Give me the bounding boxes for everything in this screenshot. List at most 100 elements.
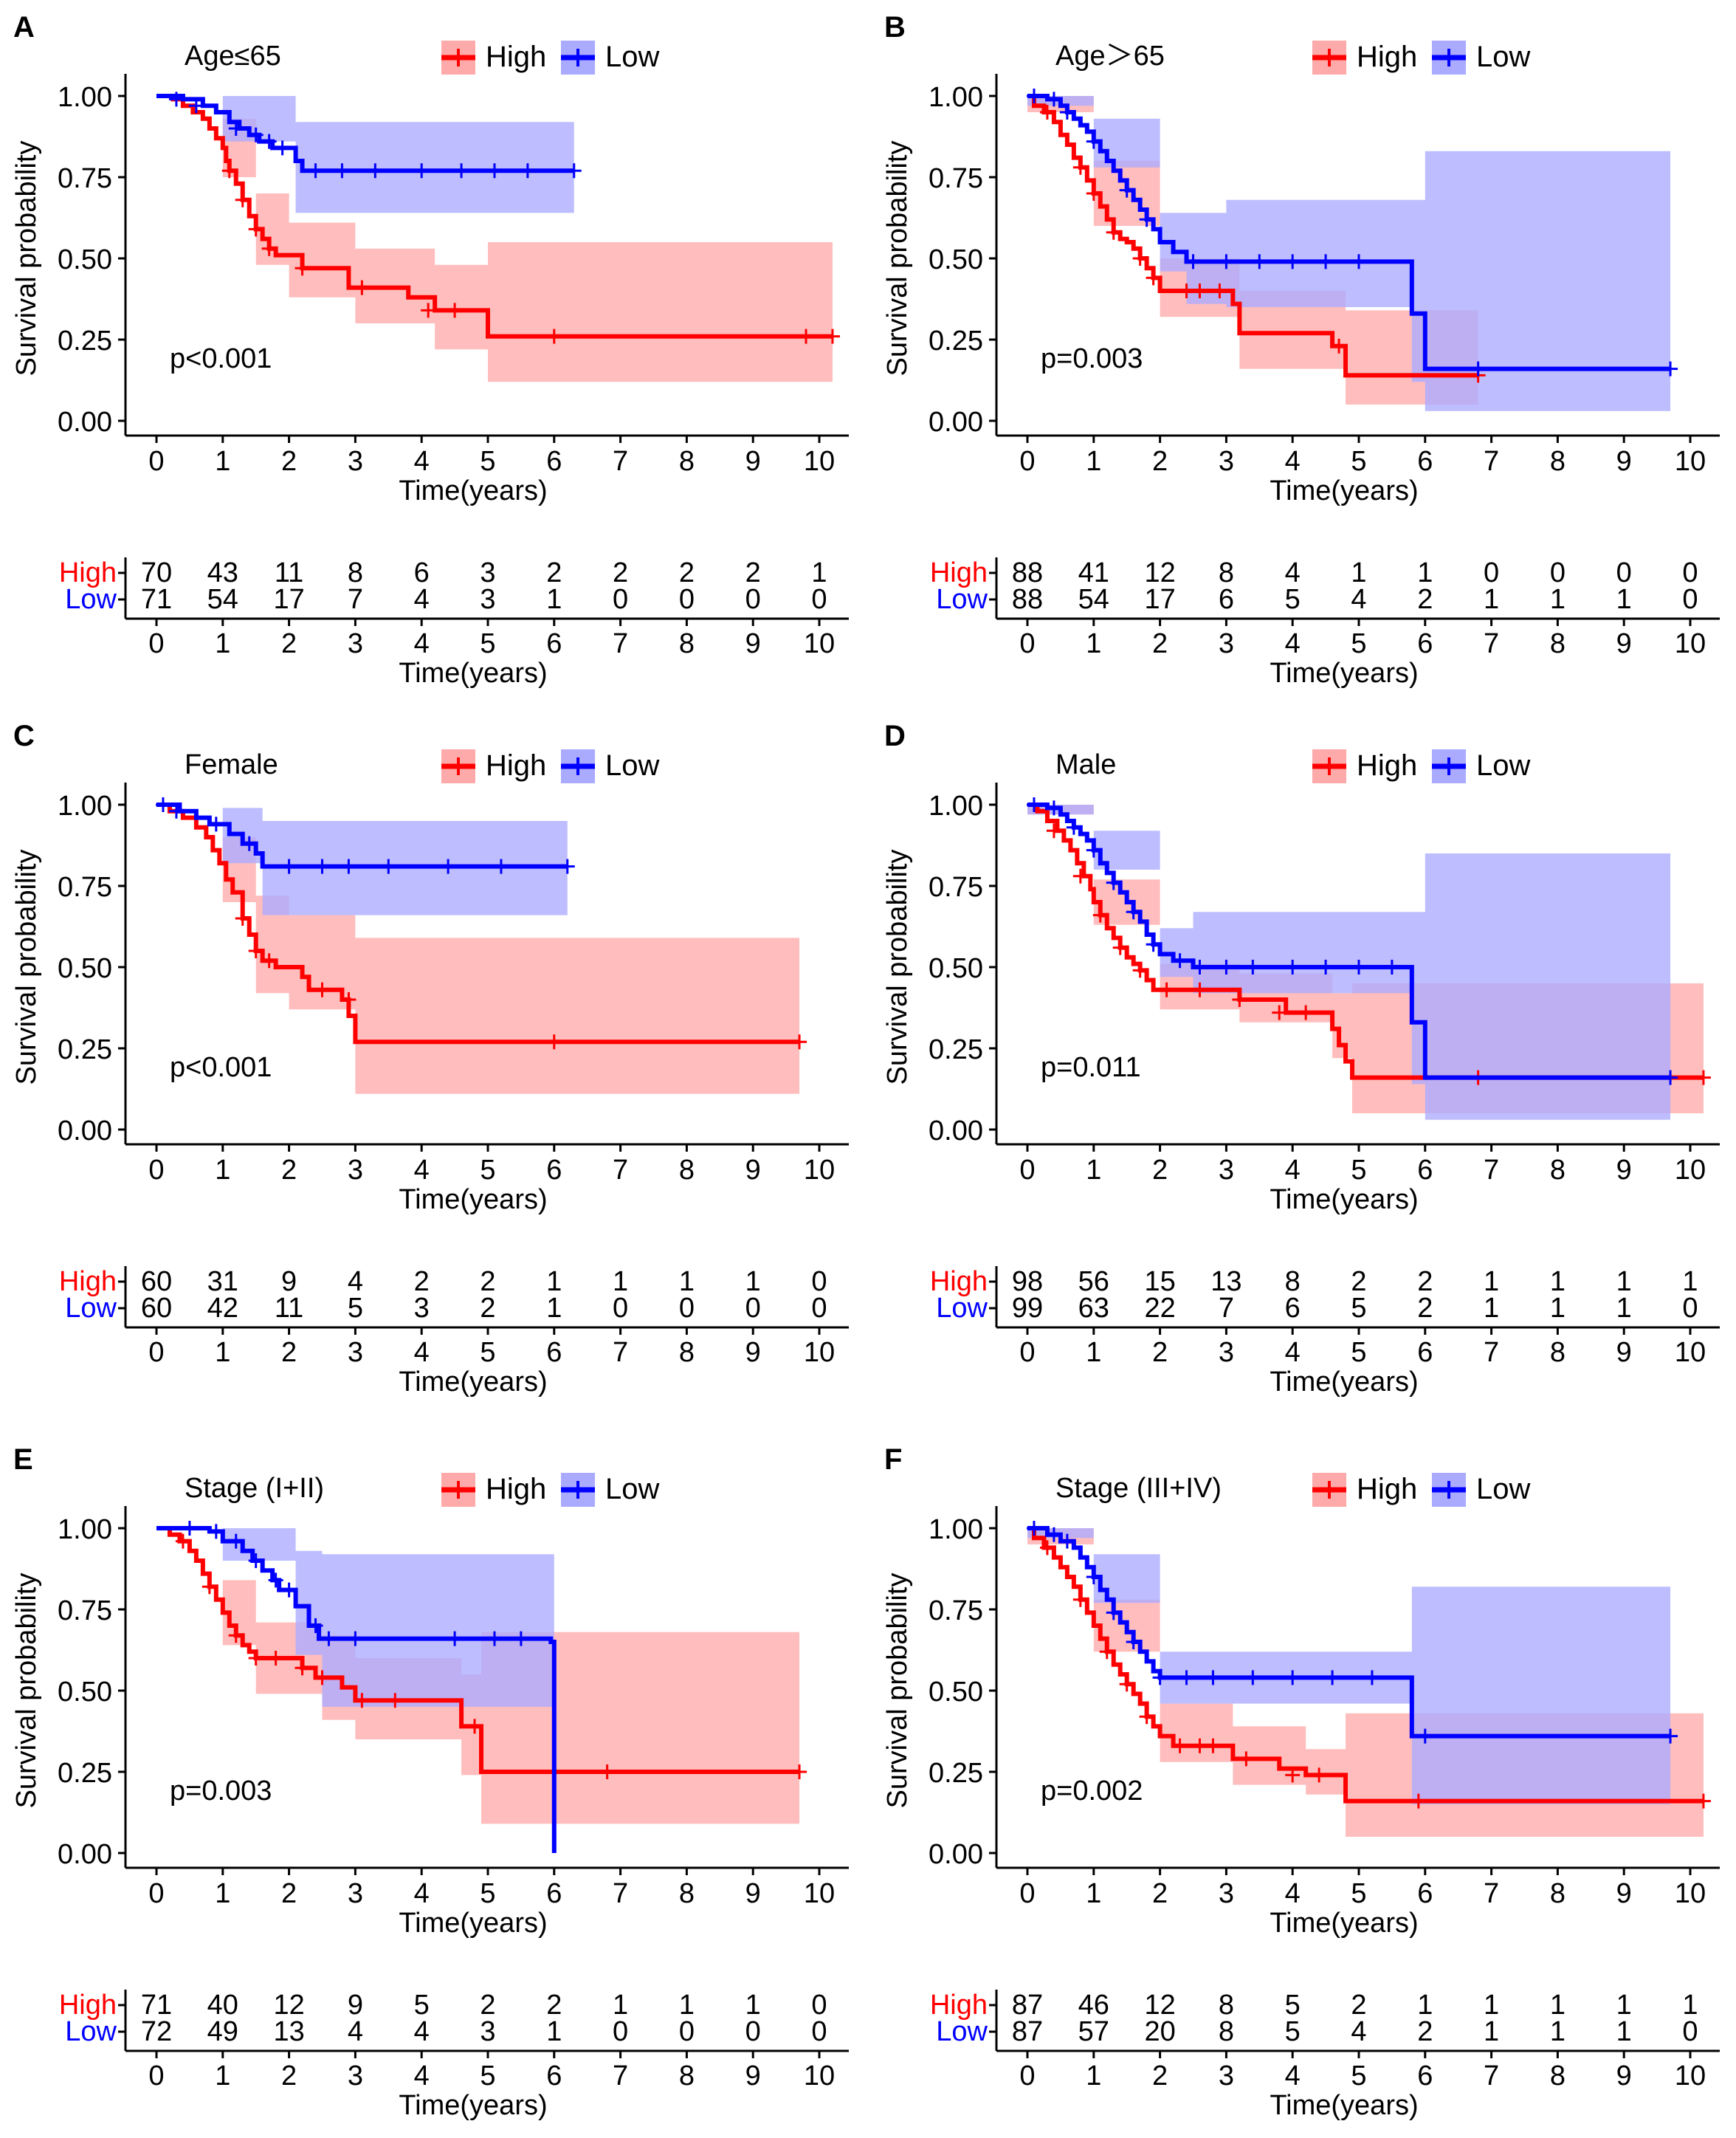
- risk-x-tick-label: 5: [480, 628, 495, 659]
- censor-mark-low: [1119, 182, 1134, 198]
- risk-count-low: 7: [1219, 1293, 1234, 1324]
- censor-mark-low: [1219, 960, 1234, 975]
- y-tick-label: 0.25: [58, 326, 112, 357]
- risk-label-high: High: [59, 1990, 117, 2021]
- y-tick-label: 0.75: [58, 1595, 112, 1626]
- risk-table: HighLow707104354111172873644335216207208…: [59, 557, 849, 689]
- x-tick-label: 0: [148, 446, 164, 477]
- risk-count-high: 43: [207, 557, 238, 588]
- risk-count-high: 1: [1682, 1990, 1698, 2021]
- subgroup-title: Stage (I+II): [185, 1473, 324, 1504]
- risk-count-low: 0: [811, 584, 827, 615]
- censor-mark-low: [1205, 1670, 1221, 1685]
- risk-x-tick-label: 9: [1616, 2060, 1632, 2091]
- risk-count-high: 2: [1351, 1266, 1366, 1297]
- legend-low-label: Low: [605, 41, 659, 73]
- x-tick-label: 10: [1675, 1878, 1706, 1909]
- y-tick-label: 0.00: [58, 1116, 112, 1147]
- risk-count-low: 1: [1550, 2016, 1566, 2047]
- risk-count-high: 2: [480, 1266, 495, 1297]
- risk-count-low: 1: [1484, 1293, 1499, 1324]
- censor-mark-low: [308, 1618, 323, 1633]
- censor-mark-high: [1112, 940, 1128, 955]
- risk-x-tick-label: 3: [1219, 628, 1234, 659]
- risk-count-low: 5: [1351, 1293, 1366, 1324]
- risk-x-tick-label: 0: [1019, 2060, 1035, 2091]
- risk-count-high: 0: [1616, 557, 1632, 588]
- risk-x-tick-label: 9: [745, 1337, 761, 1368]
- risk-count-low: 2: [1417, 2016, 1433, 2047]
- y-tick-label: 0.50: [58, 244, 112, 275]
- risk-count-low: 4: [348, 2016, 363, 2047]
- risk-count-low: 2: [1417, 584, 1433, 615]
- risk-count-low: 6: [1285, 1293, 1301, 1324]
- x-tick-label: 5: [480, 1155, 495, 1186]
- x-tick-label: 8: [679, 1155, 695, 1186]
- risk-x-tick-label: 3: [348, 2060, 363, 2091]
- risk-count-low: 0: [1682, 1293, 1698, 1324]
- risk-x-tick-label: 10: [1675, 628, 1706, 659]
- censor-mark-low: [1325, 1670, 1340, 1685]
- x-axis-title: Time(years): [399, 1908, 547, 1939]
- x-tick-label: 6: [1417, 1155, 1433, 1186]
- censor-mark-high: [1159, 982, 1174, 997]
- risk-count-high: 1: [1484, 1266, 1499, 1297]
- x-tick-label: 4: [414, 1155, 430, 1186]
- legend: High Low: [441, 1473, 659, 1507]
- y-tick-label: 0.00: [929, 407, 983, 438]
- risk-count-low: 0: [745, 1293, 761, 1324]
- risk-x-tick-label: 5: [480, 1337, 495, 1368]
- censor-mark-low: [248, 1553, 264, 1568]
- censor-mark-low: [1245, 960, 1261, 975]
- risk-x-tick-label: 8: [1550, 2060, 1566, 2091]
- legend: High Low: [1312, 749, 1530, 783]
- x-tick-label: 3: [1219, 1878, 1234, 1909]
- censor-mark-high: [1099, 1644, 1115, 1660]
- km-curve-high: [156, 94, 833, 339]
- ci-band-low: [1027, 805, 1671, 1120]
- censor-mark-high: [1272, 1005, 1287, 1020]
- x-tick-label: 9: [1616, 446, 1632, 477]
- y-axis-title: Survival probability: [11, 141, 42, 377]
- censor-mark-high: [1072, 868, 1088, 884]
- censor-mark-high: [261, 241, 277, 256]
- censor-mark-high: [202, 1579, 217, 1595]
- risk-count-low: 2: [480, 1293, 495, 1324]
- x-tick-label: 10: [804, 1878, 835, 1909]
- risk-count-low: 42: [207, 1293, 238, 1324]
- risk-x-tick-label: 7: [1484, 628, 1499, 659]
- censor-mark-high: [1086, 186, 1101, 201]
- y-axis-title: Survival probability: [11, 1573, 42, 1809]
- censor-mark-low: [308, 163, 323, 179]
- y-tick-label: 0.00: [929, 1116, 983, 1147]
- risk-label-low: Low: [65, 1293, 117, 1324]
- censor-mark-low: [1417, 1728, 1433, 1744]
- censor-mark-high: [354, 280, 370, 295]
- risk-count-high: 13: [1210, 1266, 1241, 1297]
- censor-mark-high: [248, 1651, 264, 1666]
- censor-mark-low: [248, 127, 264, 142]
- censor-mark-high: [1332, 338, 1347, 354]
- risk-count-high: 12: [1144, 1990, 1175, 2021]
- censor-mark-low: [1152, 1670, 1168, 1685]
- censor-mark-high: [1146, 270, 1161, 286]
- censor-mark-low: [1086, 1570, 1101, 1584]
- censor-mark-high: [1695, 1070, 1711, 1085]
- censor-mark-low: [1318, 960, 1334, 975]
- censor-mark-low: [559, 859, 575, 874]
- y-tick-label: 0.00: [58, 407, 112, 438]
- censor-mark-high: [248, 943, 264, 958]
- risk-count-low: 0: [811, 1293, 827, 1324]
- risk-count-high: 56: [1078, 1266, 1109, 1297]
- risk-count-high: 1: [613, 1266, 628, 1297]
- risk-count-low: 0: [811, 2016, 827, 2047]
- censor-mark-low: [486, 1631, 502, 1646]
- risk-count-low: 6: [1219, 584, 1234, 615]
- risk-count-low: 5: [348, 1293, 363, 1324]
- censor-mark-low: [168, 803, 184, 819]
- risk-x-tick-label: 3: [1219, 2060, 1234, 2091]
- x-tick-label: 2: [1152, 446, 1168, 477]
- censor-mark-low: [1086, 134, 1101, 149]
- censor-mark-low: [334, 163, 350, 179]
